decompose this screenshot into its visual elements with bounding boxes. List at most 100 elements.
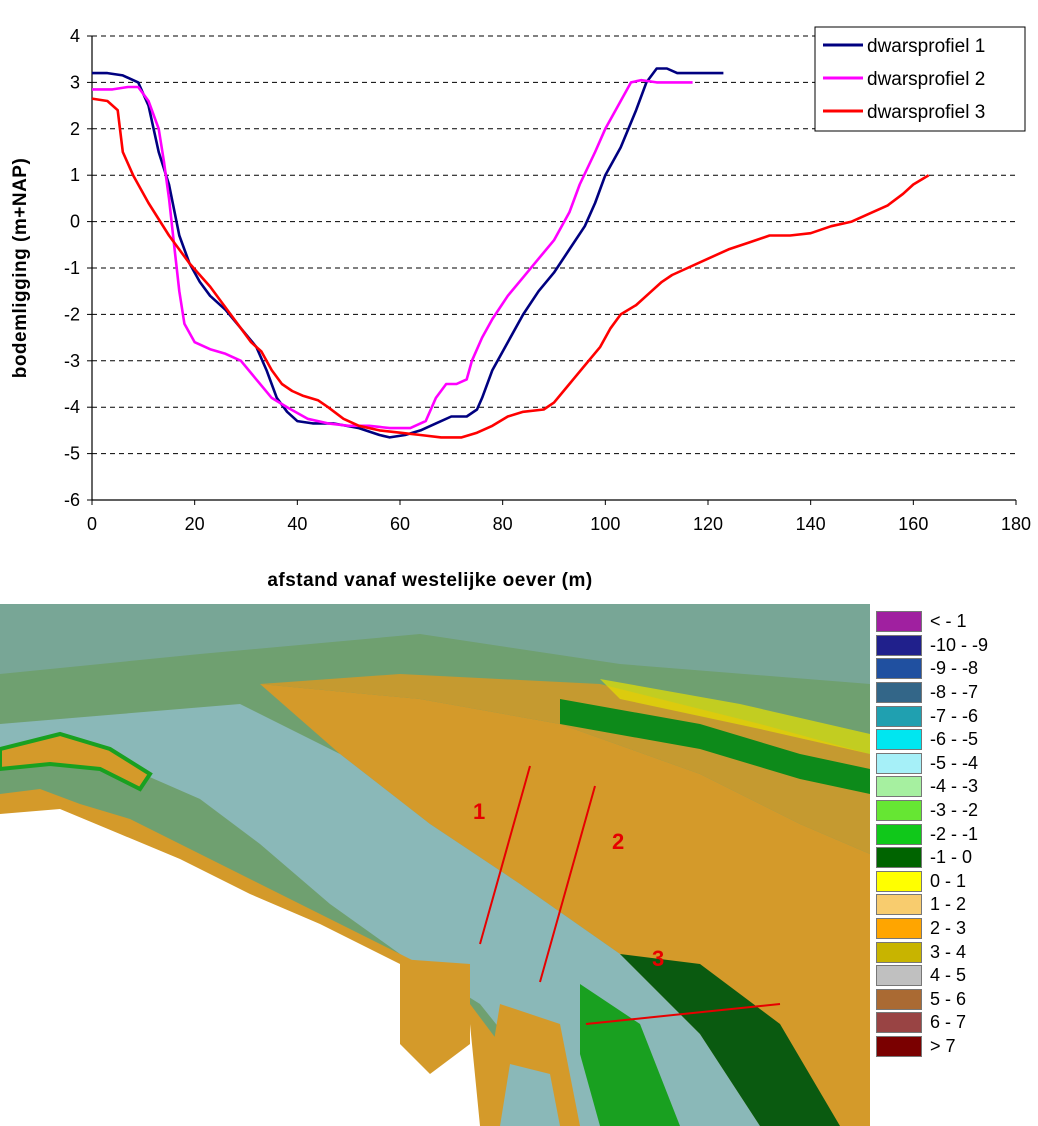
depth-legend-label: 4 - 5 (930, 965, 967, 986)
depth-legend-item: 4 - 5 (876, 964, 1036, 988)
depth-legend-label: -7 - -6 (930, 705, 979, 726)
depth-legend-item: -10 - -9 (876, 634, 1036, 658)
series-line-3 (91, 97, 930, 439)
depth-legend-item: -7 - -6 (876, 704, 1036, 728)
y-tick-label: -4 (64, 397, 80, 417)
depth-legend-swatch (876, 658, 922, 680)
depth-legend-swatch (876, 1035, 922, 1057)
legend-entry: dwarsprofiel 2 (867, 69, 985, 90)
depth-legend-swatch (876, 800, 922, 822)
depth-legend-label: -5 - -4 (930, 752, 979, 773)
y-tick-label: -2 (64, 304, 80, 324)
x-tick-label: 100 (590, 514, 620, 534)
legend-entry: dwarsprofiel 3 (867, 102, 985, 123)
x-tick-label: 140 (796, 514, 826, 534)
depth-legend-item: -4 - -3 (876, 775, 1036, 799)
depth-legend-label: 5 - 6 (930, 988, 967, 1009)
map-white-area (0, 809, 480, 1126)
depth-legend-label: 2 - 3 (930, 918, 967, 939)
depth-legend-item: -3 - -2 (876, 799, 1036, 823)
profile-label-3: 3 (652, 946, 664, 971)
y-tick-label: 3 (70, 72, 80, 92)
map-green-band (560, 699, 870, 794)
y-tick-label: 2 (70, 119, 80, 139)
depth-legend-swatch (876, 847, 922, 869)
map-inner-basin (500, 1064, 560, 1126)
y-tick-label: -5 (64, 444, 80, 464)
profile-line-1 (479, 765, 531, 945)
gridlines (92, 35, 1016, 455)
profile-label-1: 1 (473, 799, 485, 824)
map-pier (400, 959, 470, 1074)
depth-legend-swatch (876, 918, 922, 940)
depth-legend-swatch (876, 894, 922, 916)
depth-legend-item: 3 - 4 (876, 940, 1036, 964)
profile-line-2 (539, 785, 596, 983)
legend-entry: dwarsprofiel 1 (867, 36, 985, 57)
depth-legend-swatch (876, 965, 922, 987)
depth-legend-item: 1 - 2 (876, 893, 1036, 917)
depth-legend-swatch (876, 752, 922, 774)
x-tick-label: 80 (493, 514, 513, 534)
profile-chart: 4 3 2 1 0 -1 -2 -3 -4 -5 -6 0 20 40 60 80 100 120 140 160 18… (10, 26, 1031, 591)
series-line-2 (92, 78, 693, 430)
depth-legend-item: -2 - -1 (876, 822, 1036, 846)
depth-legend-label: > 7 (930, 1035, 956, 1056)
map-yellow-band (600, 679, 870, 754)
depth-legend-label: -10 - -9 (930, 634, 989, 655)
map-deep-side (620, 954, 840, 1126)
depth-legend-label: < - 1 (930, 611, 967, 632)
depth-legend-swatch (876, 823, 922, 845)
y-tick-label: 0 (70, 212, 80, 232)
depth-legend-item: 6 - 7 (876, 1011, 1036, 1035)
depth-legend-item: -6 - -5 (876, 728, 1036, 752)
x-tick-label: 0 (87, 514, 97, 534)
depth-legend-label: 3 - 4 (930, 941, 967, 962)
chart-legend: dwarsprofiel 1 dwarsprofiel 2 dwarsprofiel… (814, 26, 1026, 132)
profile-line-3 (585, 1003, 781, 1025)
x-tick-label: 180 (1001, 514, 1031, 534)
depth-legend-label: 6 - 7 (930, 1012, 967, 1033)
tick-labels: 4 3 2 1 0 -1 -2 -3 -4 -5 -6 0 20 40 60 80 100 120 140 160 18… (64, 26, 1031, 534)
x-tick-label: 40 (287, 514, 307, 534)
depth-legend-swatch (876, 682, 922, 704)
x-axis-label: afstand vanaf westelijke oever (m) (267, 570, 592, 591)
y-tick-label: -1 (64, 258, 80, 278)
axes (87, 35, 1017, 505)
depth-legend-swatch (876, 634, 922, 656)
series-line-1 (92, 67, 724, 439)
depth-legend-item: -1 - 0 (876, 846, 1036, 870)
depth-legend-item: 5 - 6 (876, 988, 1036, 1012)
depth-legend-item: < - 1 (876, 610, 1036, 634)
map-river-channel (0, 704, 760, 1126)
y-axis-label: bodemligging (m+NAP) (10, 158, 31, 379)
y-tick-label: 4 (70, 26, 80, 46)
depth-legend-label: 1 - 2 (930, 894, 967, 915)
depth-legend-label: 0 - 1 (930, 870, 967, 891)
depth-legend-swatch (876, 705, 922, 727)
map-green-shoal (580, 984, 680, 1126)
bathymetry-map: 1 2 3 (0, 604, 870, 1126)
depth-legend-swatch (876, 870, 922, 892)
depth-legend-item: 0 - 1 (876, 870, 1036, 894)
depth-legend-label: -9 - -8 (930, 658, 979, 679)
depth-legend-label: -8 - -7 (930, 682, 979, 703)
depth-legend: < - 1 -10 - -9 -9 - -8 -8 - -7 -7 - -6 -6 - -… (876, 610, 1036, 1058)
depth-legend-item: -5 - -4 (876, 752, 1036, 776)
depth-legend-label: -3 - -2 (930, 800, 979, 821)
y-tick-label: -3 (64, 351, 80, 371)
y-tick-label: 1 (70, 165, 80, 185)
depth-legend-item: 2 - 3 (876, 917, 1036, 941)
x-tick-label: 20 (185, 514, 205, 534)
y-tick-label: -6 (64, 490, 80, 510)
depth-legend-item: > 7 (876, 1035, 1036, 1059)
depth-legend-item: -9 - -8 (876, 657, 1036, 681)
depth-legend-item: -8 - -7 (876, 681, 1036, 705)
profile-label-2: 2 (612, 829, 624, 854)
x-tick-label: 60 (390, 514, 410, 534)
depth-legend-label: -6 - -5 (930, 729, 979, 750)
depth-legend-swatch (876, 988, 922, 1010)
depth-legend-swatch (876, 776, 922, 798)
depth-legend-label: -2 - -1 (930, 823, 979, 844)
series-lines (91, 67, 930, 439)
